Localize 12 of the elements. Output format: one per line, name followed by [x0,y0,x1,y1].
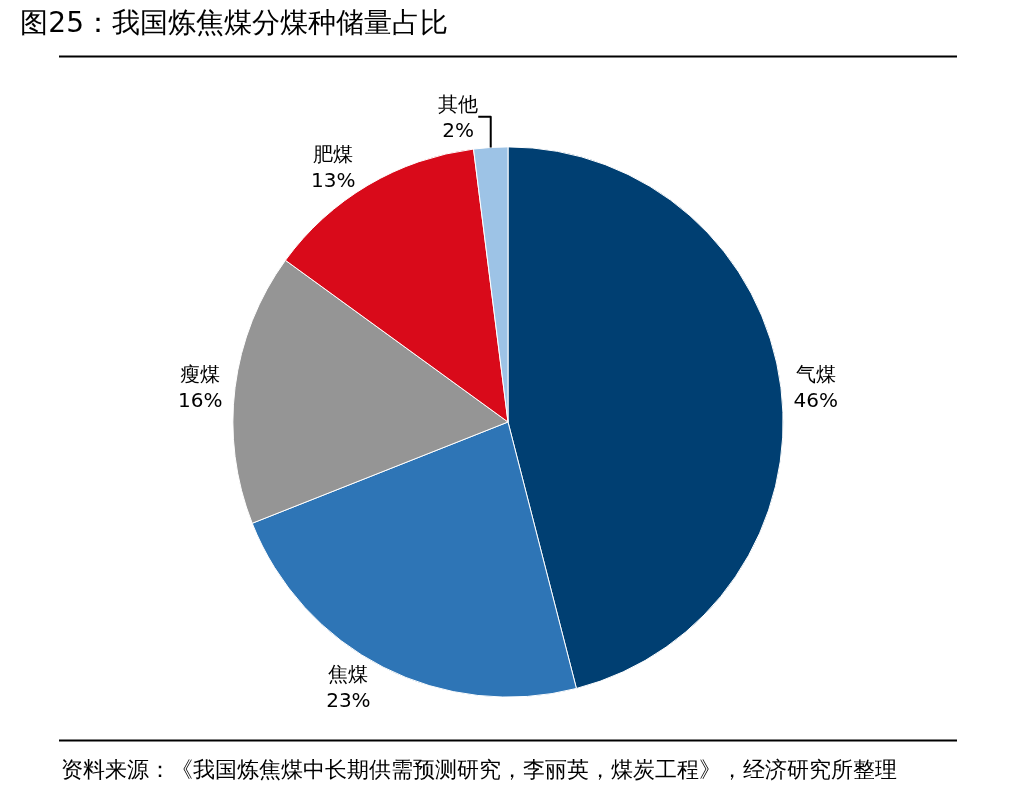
slice-label: 焦煤 [328,661,369,686]
slice-label: 气煤 [795,362,836,387]
data-label: 46% [793,388,838,413]
text: 资料来源：《我国炼焦煤中长期供需预测研究，李丽英，煤炭工程》，经济研究所整理 [61,757,897,782]
data-label: 13% [311,167,356,192]
data-label: 2% [442,117,475,142]
data-label: 23% [326,687,371,712]
slice-label: 肥煤 [313,141,354,166]
data-label: 16% [178,388,223,413]
chart-title: 图25：我国炼焦煤分煤种储量占比 [20,5,448,39]
slice-label: 瘦煤 [180,362,221,387]
slice-label: 其他 [438,91,479,116]
